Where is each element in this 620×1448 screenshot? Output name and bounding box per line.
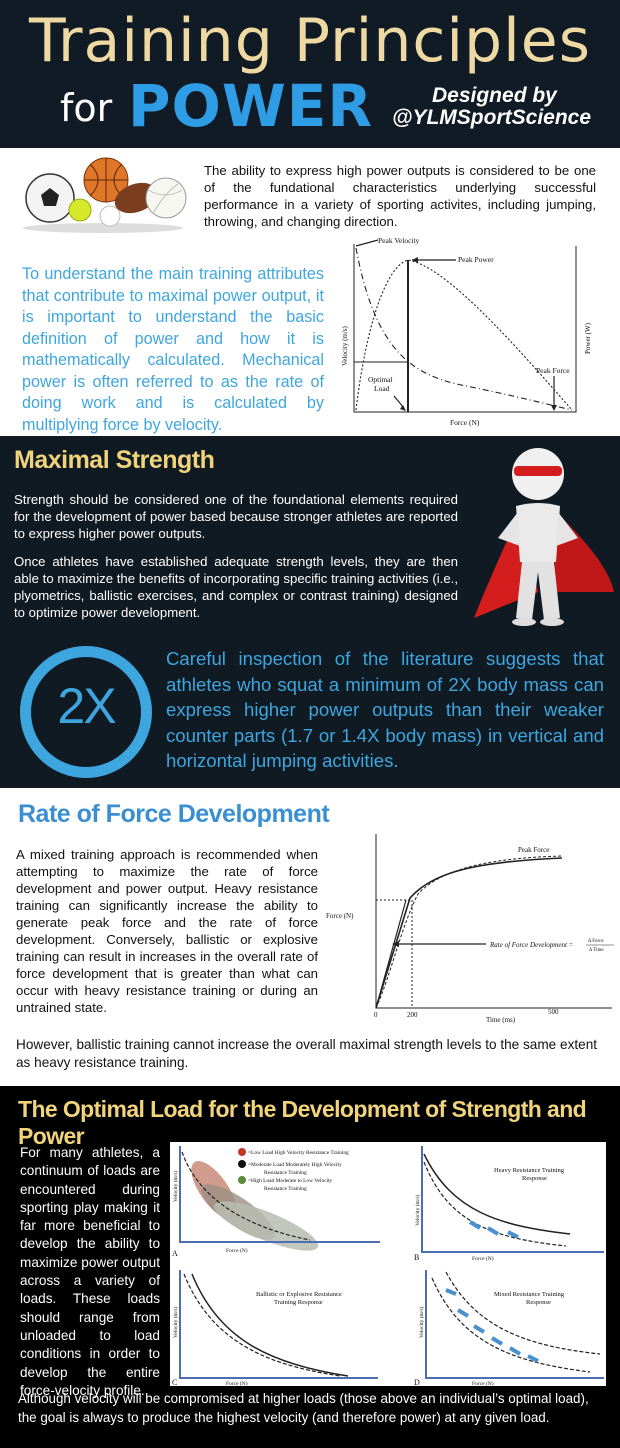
strength-heading: Maximal Strength xyxy=(14,446,215,474)
rfd-formula-label: Rate of Force Development = xyxy=(489,941,574,949)
peak-velocity-label: Peak Velocity xyxy=(378,236,420,245)
panel-c-title-1: Ballistic or Explosive Resistance xyxy=(256,1291,342,1298)
rfd-ylabel: Force (N) xyxy=(326,912,354,920)
panel-a-label: A xyxy=(172,1249,178,1258)
legend-3b: Resistance Training xyxy=(264,1186,307,1192)
rfd-formula-num: Δ Force xyxy=(588,939,604,944)
peak-velocity-arrow xyxy=(355,239,379,247)
panel-d-title-1: Mixed Resistance Training xyxy=(494,1291,565,1298)
designed-by: Designed by xyxy=(432,84,557,107)
superhero-figure-image xyxy=(474,448,614,626)
rfd-tick-500: 500 xyxy=(548,1008,559,1016)
panel-c: Ballistic or Explosive Resistance Traini… xyxy=(172,1270,378,1386)
peak-force-label: Peak Force xyxy=(536,366,570,375)
strength-paragraph-2: Once athletes have established adequate … xyxy=(14,554,458,620)
panel-b: Heavy Resistance Training Response Force… xyxy=(414,1146,604,1262)
panel-b-label: B xyxy=(414,1253,419,1262)
optimal-load-section: The Optimal Load for the Development of … xyxy=(0,1086,620,1448)
panel-b-velocity: Velocity (m/s) xyxy=(414,1195,421,1226)
panel-d-label: D xyxy=(414,1378,420,1386)
panel-d-velocity: Velocity (m/s) xyxy=(418,1307,425,1338)
optimal-label-1: Optimal xyxy=(368,375,393,384)
two-x-badge: 2X xyxy=(20,646,152,778)
rfd-heading: Rate of Force Development xyxy=(18,800,330,828)
rate-of-force-chart: Peak Force Force (N) Time (ms) 0 200 500… xyxy=(326,834,614,1024)
legend-2a: =Moderate Load Moderately High Velocity xyxy=(248,1162,342,1168)
panel-c-title-2: Training Response xyxy=(274,1299,323,1306)
header-banner: Training Principles for POWER Designed b… xyxy=(0,0,620,148)
rfd-xlabel: Time (ms) xyxy=(486,1016,516,1024)
legend-1: =Low Load High Velocity Resistance Train… xyxy=(248,1150,349,1156)
panel-a-force: Force (N) xyxy=(226,1247,248,1254)
intro-paragraph: The ability to express high power output… xyxy=(204,163,596,229)
optimal-label-2: Load xyxy=(374,384,390,393)
optimal-heading: The Optimal Load for the Development of … xyxy=(18,1096,587,1149)
rfd-tick-0: 0 xyxy=(374,1011,378,1019)
panel-d-force: Force (N) xyxy=(472,1380,494,1386)
peak-power-label: Peak Power xyxy=(458,255,494,264)
panel-b-title-2: Response xyxy=(522,1175,547,1182)
panel-c-force: Force (N) xyxy=(226,1380,248,1386)
rfd-formula-den: Δ Time xyxy=(589,948,604,953)
panel-a: =Low Load High Velocity Resistance Train… xyxy=(172,1146,380,1258)
rfd-axes xyxy=(375,834,612,1009)
rfd-paragraph-2: However, ballistic training cannot incre… xyxy=(16,1037,598,1070)
pv-axes xyxy=(353,244,577,413)
panel-d-title-2: Response xyxy=(526,1299,551,1306)
title-power: POWER xyxy=(128,72,374,140)
rfd-peak-force-label: Peak Force xyxy=(518,846,549,854)
page-title: Training Principles xyxy=(29,6,591,76)
pv-ylabel-left: Velocity (m/s) xyxy=(341,325,349,366)
force-velocity-panels: =Low Load High Velocity Resistance Train… xyxy=(170,1142,606,1386)
legend-3a: =High Load Moderate to Low Velocity xyxy=(248,1178,333,1184)
pv-ylabel-right: Power (W) xyxy=(584,322,592,354)
panel-c-velocity: Velocity (m/s) xyxy=(172,1307,179,1338)
strength-paragraph-1: Strength should be considered one of the… xyxy=(14,492,458,541)
maximal-strength-section: Maximal Strength Strength should be cons… xyxy=(0,436,620,788)
pv-xlabel: Force (N) xyxy=(450,418,480,427)
panel-b-title-1: Heavy Resistance Training xyxy=(494,1167,565,1174)
optimal-paragraph: For many athletes, a continuum of loads … xyxy=(20,1145,160,1398)
panel-c-label: C xyxy=(172,1378,177,1386)
title-for: for xyxy=(60,86,113,130)
legend-2b: Resistance Training xyxy=(264,1170,307,1176)
panel-b-force: Force (N) xyxy=(472,1255,494,1262)
author-handle: @YLMSportScience xyxy=(392,106,592,129)
rfd-curve-solid xyxy=(375,857,563,1009)
sports-balls-image xyxy=(23,157,187,233)
force-velocity-power-chart: Peak Velocity Peak Power Peak Force Opti… xyxy=(341,236,592,427)
optimal-footer-text: Although velocity will be compromised at… xyxy=(18,1391,589,1425)
rfd-section: Rate of Force Development A mixed traini… xyxy=(0,788,620,1086)
power-definition-text: To understand the main training attribut… xyxy=(22,265,324,434)
panel-d: Mixed Resistance Training Response Force… xyxy=(414,1270,604,1386)
rfd-curve-dashed xyxy=(375,855,563,1009)
two-x-label: 2X xyxy=(57,678,116,734)
panel-a-velocity: Velocity (m/s) xyxy=(172,1171,179,1202)
rfd-slope-line xyxy=(375,899,407,1009)
squat-literature-text: Careful inspection of the literature sug… xyxy=(166,648,604,771)
rfd-tick-200: 200 xyxy=(407,1011,418,1019)
rfd-paragraph-1: A mixed training approach is recommended… xyxy=(16,847,318,1015)
intro-section: The ability to express high power output… xyxy=(0,148,620,436)
